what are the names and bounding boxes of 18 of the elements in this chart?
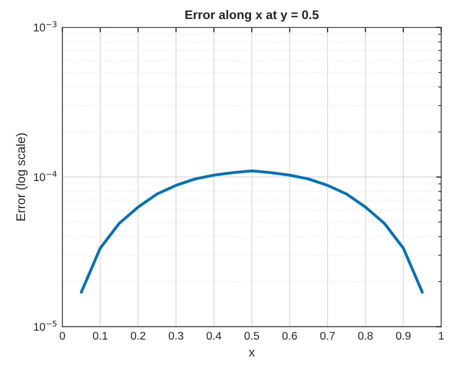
x-tick-label: 0.2: [130, 332, 146, 340]
x-tick-label: 0.4: [206, 332, 222, 340]
x-tick-label: 1: [438, 332, 444, 340]
x-tick-label: 0.3: [168, 332, 184, 340]
y-axis-title: Error (log scale): [16, 133, 28, 220]
y-tick-label: 10$^{−5}$: [34, 320, 56, 331]
x-tick-label: 0: [60, 332, 66, 340]
x-tick-label: 0.6: [282, 332, 297, 340]
x-tick-label: 0.1: [92, 332, 108, 340]
line-series: [80, 169, 424, 294]
x-tick-label: 0.7: [320, 332, 335, 340]
chart-title: Error along x at y = 0.5: [185, 10, 319, 22]
x-tick-label: 0.9: [396, 332, 411, 340]
y-tick-label: 10$^{−4}$: [34, 171, 57, 182]
y-tick-label: 10$^{−3}$: [34, 21, 56, 32]
x-tick-label: 0.8: [358, 332, 373, 340]
x-axis-title: x: [248, 350, 255, 357]
x-tick-label: 0.5: [244, 332, 260, 340]
